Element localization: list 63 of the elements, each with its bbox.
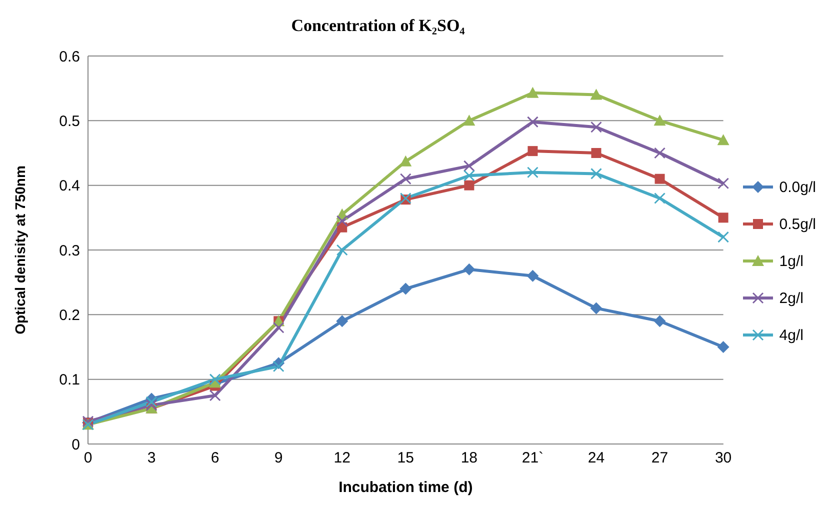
point [400, 155, 412, 166]
point [654, 192, 666, 204]
y-tick-label: 0.1 [59, 372, 80, 389]
point [463, 263, 476, 276]
point [654, 114, 666, 126]
point [336, 215, 348, 227]
point [590, 88, 602, 100]
point [654, 315, 666, 328]
point [336, 315, 348, 328]
point [464, 180, 474, 190]
point [654, 174, 665, 184]
point [400, 282, 412, 295]
x-tick-label: 21` [522, 450, 544, 467]
x-tick-label: 0 [84, 450, 92, 467]
point [717, 134, 730, 146]
legend-label: 2g/l [779, 290, 804, 306]
y-tick-label: 0 [72, 436, 80, 454]
point [463, 170, 475, 182]
y-tick-label: 0.5 [59, 112, 80, 130]
chart-title: Concentration of K₂SO₄ [290, 16, 466, 36]
x-tick-label: 12 [334, 450, 350, 467]
point [209, 390, 221, 402]
point [590, 302, 602, 314]
point [654, 147, 666, 159]
y-axis-title: Optical denisity at 750nm [12, 166, 28, 334]
point [272, 322, 284, 334]
x-tick-label: 3 [147, 450, 156, 467]
point [590, 121, 602, 133]
point [209, 374, 221, 386]
x-tick-label: 27 [651, 450, 668, 467]
legend-label: 0.5g/l [779, 216, 816, 232]
point [146, 399, 158, 411]
point [526, 116, 538, 128]
x-tick-label: 24 [588, 450, 605, 467]
x-tick-label: 6 [210, 450, 220, 467]
point [718, 212, 728, 223]
legend-label: 1g/l [779, 252, 804, 270]
point [717, 341, 730, 353]
legend-label: 4g/l [779, 326, 804, 344]
point [718, 178, 730, 190]
y-tick-label: 0.3 [59, 242, 80, 260]
point [526, 166, 538, 178]
x-axis-title: Incubation time (d) [338, 479, 473, 496]
x-tick-label: 30 [714, 450, 732, 467]
point [590, 168, 602, 180]
x-tick-label: 18 [460, 450, 478, 467]
point [463, 114, 476, 126]
y-tick-label: 0.6 [59, 48, 80, 66]
x-tick-label: 9 [274, 450, 283, 467]
point [146, 396, 158, 408]
point [528, 146, 538, 156]
point [718, 231, 730, 243]
point [591, 148, 602, 158]
point [526, 86, 539, 98]
point [463, 160, 475, 172]
y-tick-label: 0.2 [59, 306, 80, 324]
point [336, 244, 348, 256]
point [526, 270, 539, 282]
y-tick-label: 0.4 [59, 178, 80, 195]
legend-label: 0.0g/l [779, 178, 816, 196]
point [272, 360, 284, 372]
point [400, 173, 412, 185]
x-tick-label: 15 [397, 450, 414, 467]
